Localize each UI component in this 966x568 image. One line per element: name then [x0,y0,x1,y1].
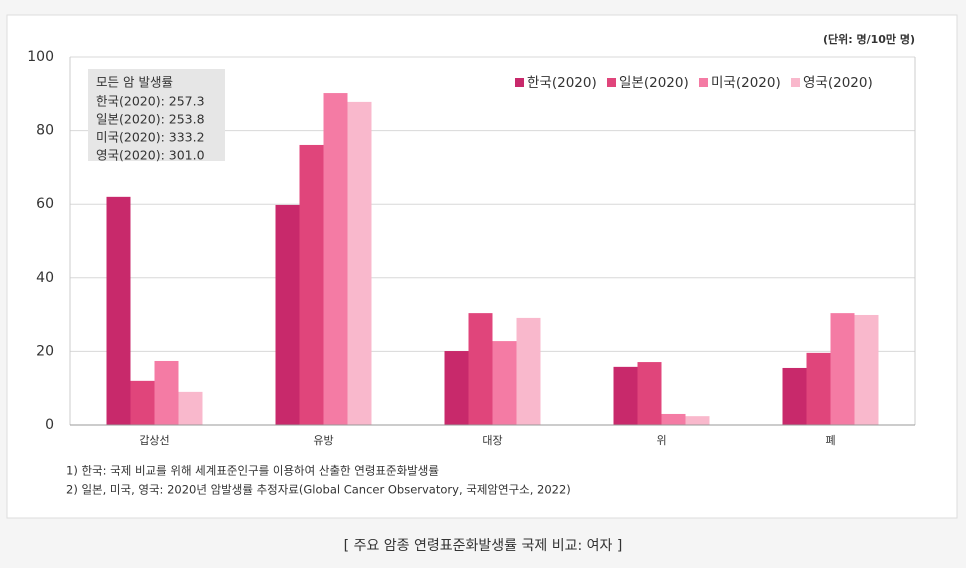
x-tick-label: 갑상선 [139,434,169,447]
x-tick-label: 위 [656,434,666,447]
inset-box [88,69,225,161]
bar [637,362,662,425]
y-tick-label: 100 [27,49,54,65]
inset-title: 모든 암 발생률 [96,75,173,90]
caption: [ 주요 암종 연령표준화발생률 국제 비교: 여자 ] [344,538,623,554]
y-tick-label: 40 [36,270,54,286]
bar [323,93,348,426]
inset-line: 영국(2020): 301.0 [96,148,205,163]
x-tick-label: 유방 [313,434,333,447]
bar [444,351,469,425]
y-tick-label: 80 [36,123,54,139]
bar [854,314,879,425]
note: 1) 한국: 국제 비교를 위해 세계표준인구를 이용하여 산출한 연령표준화발… [66,464,439,478]
y-tick-label: 20 [36,343,54,359]
bar [516,317,541,425]
bar [347,101,372,426]
bar [275,204,300,425]
bar [468,313,493,425]
inset-line: 한국(2020): 257.3 [96,94,205,109]
unit-note: (단위: 명/10만 명) [823,32,915,46]
legend-label: 미국(2020) [711,75,781,91]
x-tick-label: 폐 [825,434,835,447]
note: 2) 일본, 미국, 영국: 2020년 암발생률 추정자료(Global Ca… [66,483,571,497]
legend-swatch [515,78,524,87]
legend-label: 한국(2020) [527,75,597,91]
legend-swatch [699,78,708,87]
inset-line: 일본(2020): 253.8 [96,112,205,127]
bar [613,366,638,425]
legend-swatch [607,78,616,87]
bar [782,367,807,425]
bar [806,352,831,425]
bar [178,391,203,425]
inset-line: 미국(2020): 333.2 [96,130,205,145]
bar [130,380,155,425]
legend-label: 일본(2020) [619,75,689,91]
x-tick-label: 대장 [482,434,502,447]
bar [154,360,179,425]
legend-label: 영국(2020) [803,75,873,91]
bar [299,144,324,425]
bar [685,416,710,425]
bar [492,341,517,425]
y-tick-label: 60 [36,196,54,212]
legend-swatch [791,78,800,87]
y-tick-label: 0 [45,417,54,433]
bar [106,196,131,425]
bar [830,313,855,425]
bar [661,413,686,425]
